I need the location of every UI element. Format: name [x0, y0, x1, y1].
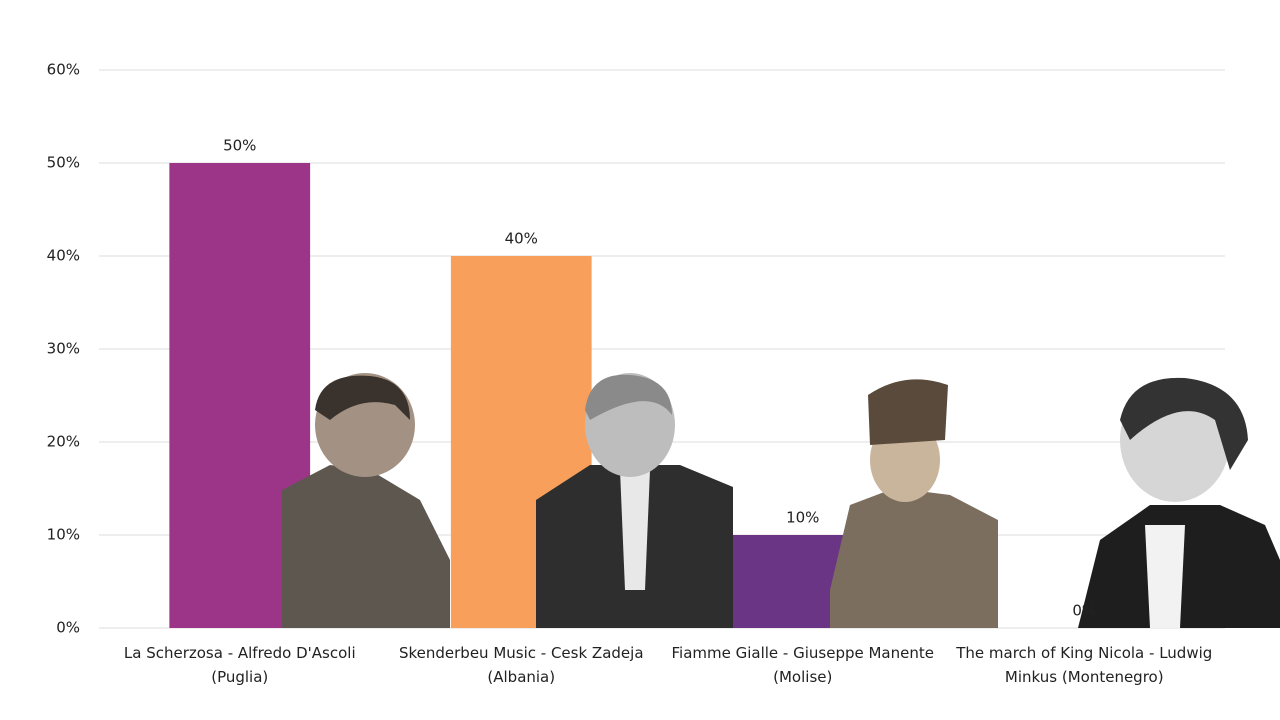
x-tick-label-box: The march of King Nicola - Ludwig Minkus… [956, 644, 1213, 686]
portrait [830, 379, 998, 628]
y-tick-label: 50% [47, 154, 80, 172]
x-tick-label-box: Skenderbeu Music - Cesk Zadeja (Albania) [398, 644, 644, 686]
portraits [282, 373, 1280, 628]
labels: 0% 10% 20% 30% 40% 50% 60% La Scherzosa - Alfre… [47, 61, 1213, 687]
x-tick-label-box: La Scherzosa - Alfredo D'Ascoli (Puglia) [123, 644, 356, 686]
y-tick-label: 40% [47, 247, 80, 265]
data-label: 50% [223, 137, 256, 155]
x-tick-label-box: Fiamme Gialle - Giuseppe Manente (Molise… [671, 644, 934, 686]
data-label: 0% [1072, 602, 1096, 620]
y-tick-label: 20% [47, 433, 80, 451]
y-tick-label: 10% [47, 526, 80, 544]
portrait [282, 373, 450, 628]
y-tick-label: 30% [47, 340, 80, 358]
portrait [536, 373, 733, 628]
x-tick-label: La Scherzosa - Alfredo D'Ascoli (Puglia) [123, 644, 356, 686]
x-tick-label: The march of King Nicola - Ludwig Minkus… [956, 644, 1213, 686]
data-label: 10% [786, 509, 819, 527]
y-tick-label: 60% [47, 61, 80, 79]
x-tick-label: Skenderbeu Music - Cesk Zadeja (Albania) [398, 644, 644, 686]
x-tick-label: Fiamme Gialle - Giuseppe Manente (Molise… [671, 644, 934, 686]
portrait [1078, 377, 1280, 628]
data-label: 40% [505, 230, 538, 248]
y-tick-label: 0% [56, 619, 80, 637]
